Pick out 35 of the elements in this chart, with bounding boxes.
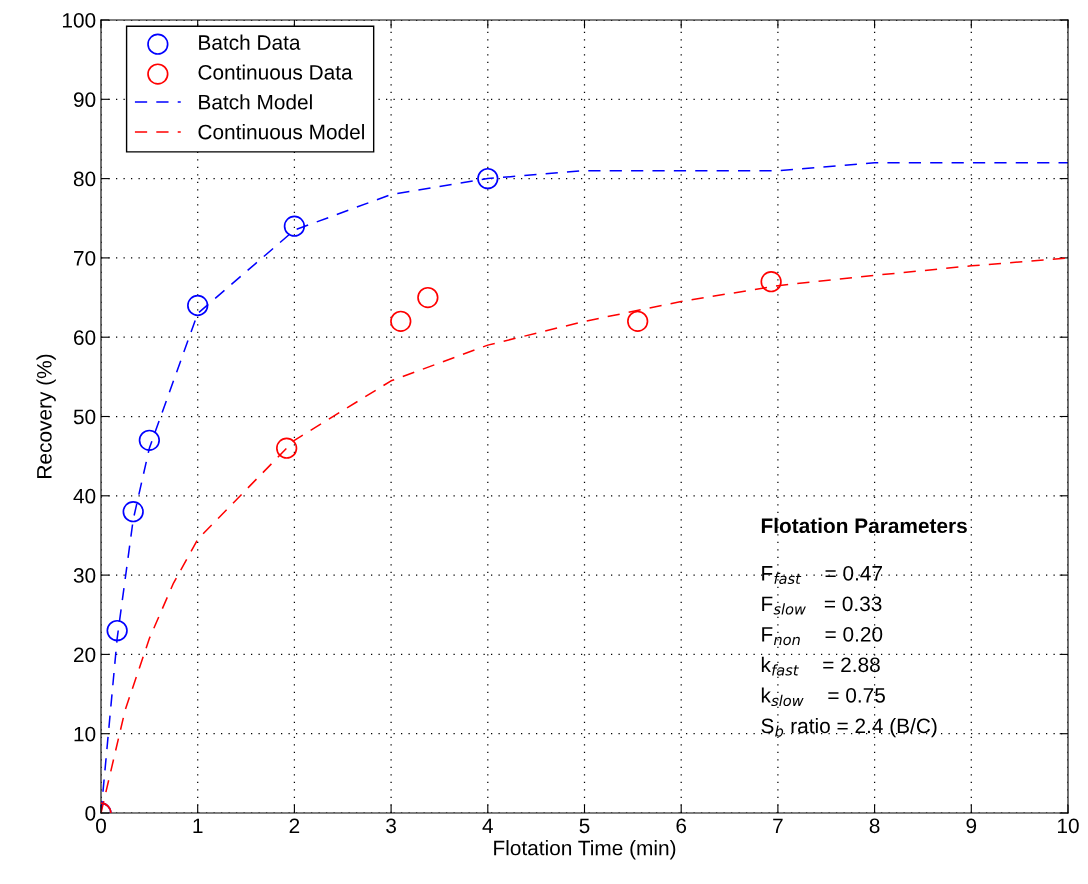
text: F$_{non}$ = 0.20 bbox=[762, 626, 883, 646]
x-tick-label: 4 bbox=[482, 818, 493, 833]
x-tick-label: 2 bbox=[289, 818, 300, 833]
y-tick-label: 0 bbox=[85, 806, 96, 821]
y-tick-label: 60 bbox=[74, 330, 96, 345]
y-tick-label: 10 bbox=[74, 726, 96, 742]
annotation: S$_{b}$ ratio = 2.4 (B/C) bbox=[761, 717, 937, 738]
x-axis-title: Flotation Time (min) bbox=[494, 840, 676, 860]
x-tick-label: 7 bbox=[773, 818, 783, 833]
text: k$_{fast}$ = 2.88 bbox=[761, 656, 880, 676]
text: F$_{fast}$ = 0.47 bbox=[762, 565, 882, 585]
x-tick-label: 8 bbox=[869, 818, 880, 834]
y-axis-title: Recovery (%) bbox=[36, 354, 56, 478]
x-tick-label: 5 bbox=[579, 818, 590, 834]
legend-label: Batch Model bbox=[199, 94, 312, 110]
x-tick-label: 0 bbox=[96, 818, 106, 834]
legend-label: Continuous Model bbox=[198, 124, 364, 140]
y-tick-label: 80 bbox=[73, 171, 96, 187]
legend-label: Continuous Data bbox=[198, 64, 353, 80]
text: k$_{slow}$ = 0.75 bbox=[761, 687, 885, 707]
annotation: Flotation Parameters bbox=[761, 517, 967, 534]
text: F$_{slow}$ = 0.33 bbox=[762, 596, 882, 615]
y-tick-label: 90 bbox=[73, 92, 96, 108]
legend-label: Batch Data bbox=[199, 34, 301, 50]
x-tick-label: 6 bbox=[676, 818, 687, 834]
x-tick-label: 1 bbox=[193, 818, 203, 833]
y-tick-label: 70 bbox=[74, 250, 96, 266]
y-tick-label: 20 bbox=[74, 647, 96, 663]
x-tick-label: 10 bbox=[1058, 818, 1079, 834]
y-tick-label: 30 bbox=[73, 568, 96, 583]
x-tick-label: 9 bbox=[966, 818, 977, 834]
x-tick-label: 3 bbox=[386, 818, 396, 834]
y-tick-label: 100 bbox=[62, 13, 96, 28]
y-tick-label: 40 bbox=[73, 488, 96, 504]
y-tick-label: 50 bbox=[73, 409, 96, 425]
